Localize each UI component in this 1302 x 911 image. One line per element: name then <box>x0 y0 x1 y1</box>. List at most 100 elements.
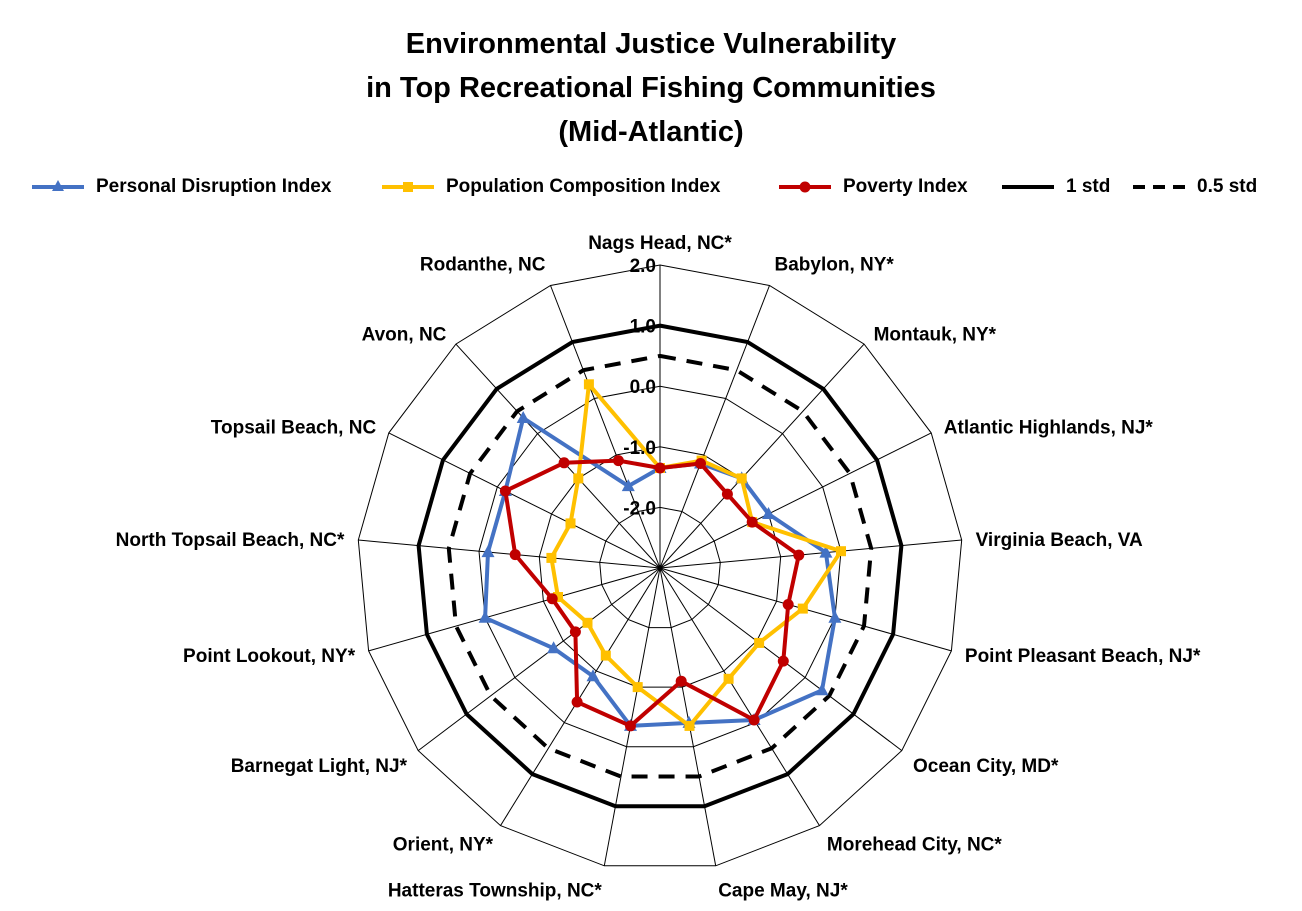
data-point-personal-disruption-index <box>481 545 495 558</box>
legend-label: Personal Disruption Index <box>96 176 332 197</box>
category-label: Montauk, NY* <box>874 325 997 346</box>
legend-item-population-composition: Population Composition Index <box>380 171 720 203</box>
dashed-line-icon <box>1133 185 1185 189</box>
data-point-poverty-index <box>782 599 794 610</box>
data-point-population-composition-index <box>836 546 846 557</box>
data-point-poverty-index <box>546 593 558 605</box>
data-point-poverty-index <box>558 457 570 469</box>
circle-marker-icon <box>779 181 831 193</box>
legend-item-personal-disruption: Personal Disruption Index <box>30 171 331 203</box>
category-label: Cape May, NJ* <box>718 881 848 902</box>
spoke-line <box>659 432 932 569</box>
chart-title: Environmental Justice Vulnerability in T… <box>0 22 1302 154</box>
data-point-population-composition-index <box>754 637 765 648</box>
radial-tick-label: -1.0 <box>623 438 656 459</box>
category-label: Virginia Beach, VA <box>976 530 1143 551</box>
category-label: Ocean City, MD* <box>913 756 1059 777</box>
data-point-population-composition-index <box>573 473 584 484</box>
category-label: Barnegat Light, NJ* <box>231 756 408 777</box>
spoke-line <box>659 567 717 866</box>
data-point-personal-disruption-index <box>621 479 635 492</box>
data-point-population-composition-index <box>546 552 557 563</box>
data-point-poverty-index <box>569 626 581 638</box>
legend-item-0-5-std: 0.5 std <box>1131 171 1257 203</box>
data-point-poverty-index <box>721 488 733 500</box>
square-marker-icon <box>382 182 434 192</box>
category-label: Atlantic Highlands, NJ* <box>944 418 1154 439</box>
legend-label: Poverty Index <box>843 176 968 197</box>
category-label: Morehead City, NC* <box>827 835 1003 856</box>
data-point-poverty-index <box>695 458 706 469</box>
data-point-poverty-index <box>793 549 805 561</box>
data-point-population-composition-index <box>600 650 611 661</box>
data-point-poverty-index <box>499 485 511 497</box>
data-point-population-composition-index <box>736 473 747 484</box>
data-point-personal-disruption-index <box>762 507 775 519</box>
solid-line-icon <box>1002 185 1054 189</box>
data-point-personal-disruption-index <box>547 641 561 654</box>
radial-tick-label: 1.0 <box>630 317 656 338</box>
legend-item-1-std: 1 std <box>1000 171 1110 203</box>
data-point-poverty-index <box>777 655 789 667</box>
category-label: Point Lookout, NY* <box>183 646 356 667</box>
data-point-population-composition-index <box>684 720 695 731</box>
series-line-personal-disruption-index <box>483 416 837 728</box>
data-point-personal-disruption-index <box>586 669 600 682</box>
chart-title-line: (Mid-Atlantic) <box>558 116 744 148</box>
gridline-ring <box>478 385 842 748</box>
spoke-line <box>388 432 661 569</box>
chart-title-line: in Top Recreational Fishing Communities <box>366 72 936 104</box>
category-label: Orient, NY* <box>393 835 494 856</box>
spoke-line <box>659 343 865 569</box>
category-label: Avon, NC <box>362 325 447 346</box>
series-line-poverty-index <box>503 458 801 728</box>
data-point-poverty-index <box>571 696 583 708</box>
data-point-poverty-index <box>746 516 758 528</box>
category-label: North Topsail Beach, NC* <box>116 530 345 551</box>
spoke-line <box>603 567 661 866</box>
spoke-line <box>659 567 820 826</box>
triangle-marker-icon <box>32 180 84 191</box>
data-point-poverty-index <box>625 720 636 732</box>
data-point-population-composition-index <box>565 518 576 529</box>
category-label: Rodanthe, NC <box>420 254 546 275</box>
category-label: Point Pleasant Beach, NJ* <box>965 646 1201 667</box>
data-point-personal-disruption-index <box>478 610 492 623</box>
spoke-line <box>659 539 962 569</box>
data-point-population-composition-index <box>583 379 594 390</box>
chart-title-line: Environmental Justice Vulnerability <box>405 28 897 60</box>
gridline-ring <box>599 506 721 629</box>
spoke-line <box>455 343 661 569</box>
data-point-population-composition-index <box>582 617 593 628</box>
legend: Personal Disruption Index Population Com… <box>0 171 1302 203</box>
radial-tick-label: 2.0 <box>630 256 656 277</box>
data-point-poverty-index <box>612 455 624 467</box>
spoke-line <box>358 539 661 569</box>
data-point-poverty-index <box>509 549 521 561</box>
radial-tick-label: 0.0 <box>630 377 656 398</box>
category-label: Topsail Beach, NC <box>211 418 377 439</box>
data-point-poverty-index <box>675 675 687 687</box>
spoke-line <box>368 567 661 652</box>
gridline-ring <box>357 264 963 867</box>
data-point-population-composition-index <box>553 592 563 602</box>
data-point-personal-disruption-index <box>828 610 842 623</box>
data-point-personal-disruption-index <box>815 683 829 696</box>
spoke-line <box>500 567 661 826</box>
spoke-line <box>550 285 661 569</box>
data-point-personal-disruption-index <box>819 545 833 558</box>
category-label: Nags Head, NC* <box>588 233 732 254</box>
data-point-poverty-index <box>748 714 760 726</box>
spoke-line <box>659 285 770 569</box>
legend-label: 1 std <box>1066 176 1111 197</box>
series-line-population-composition-index <box>549 382 843 728</box>
radial-tick-label: -2.0 <box>623 498 656 519</box>
legend-label: Population Composition Index <box>446 176 721 197</box>
legend-item-poverty: Poverty Index <box>777 171 968 203</box>
data-point-poverty-index <box>654 462 666 474</box>
series-line-0-5-std <box>446 353 874 779</box>
category-label: Hatteras Township, NC* <box>388 881 603 902</box>
data-point-personal-disruption-index <box>516 411 530 423</box>
series-line-1-std <box>416 323 904 809</box>
